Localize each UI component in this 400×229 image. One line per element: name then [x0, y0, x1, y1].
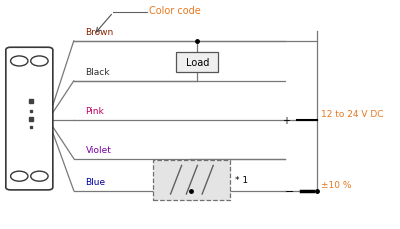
Text: ±10 %: ±10 % — [321, 180, 351, 189]
Circle shape — [31, 57, 48, 67]
Text: +: + — [282, 115, 290, 125]
Text: Pink: Pink — [86, 106, 104, 115]
Text: −: − — [284, 186, 294, 196]
Circle shape — [10, 57, 28, 67]
Circle shape — [10, 171, 28, 181]
FancyBboxPatch shape — [6, 48, 53, 190]
Text: 12 to 24 V DC: 12 to 24 V DC — [321, 109, 383, 118]
Circle shape — [31, 171, 48, 181]
Text: Load: Load — [186, 58, 209, 68]
Text: Brown: Brown — [86, 28, 114, 37]
Text: Color code: Color code — [149, 6, 200, 16]
Bar — [176, 53, 218, 72]
Text: Blue: Blue — [86, 177, 106, 186]
Text: Black: Black — [86, 68, 110, 76]
Text: * 1: * 1 — [234, 175, 248, 184]
Text: Violet: Violet — [86, 145, 112, 154]
Bar — [153, 160, 230, 200]
